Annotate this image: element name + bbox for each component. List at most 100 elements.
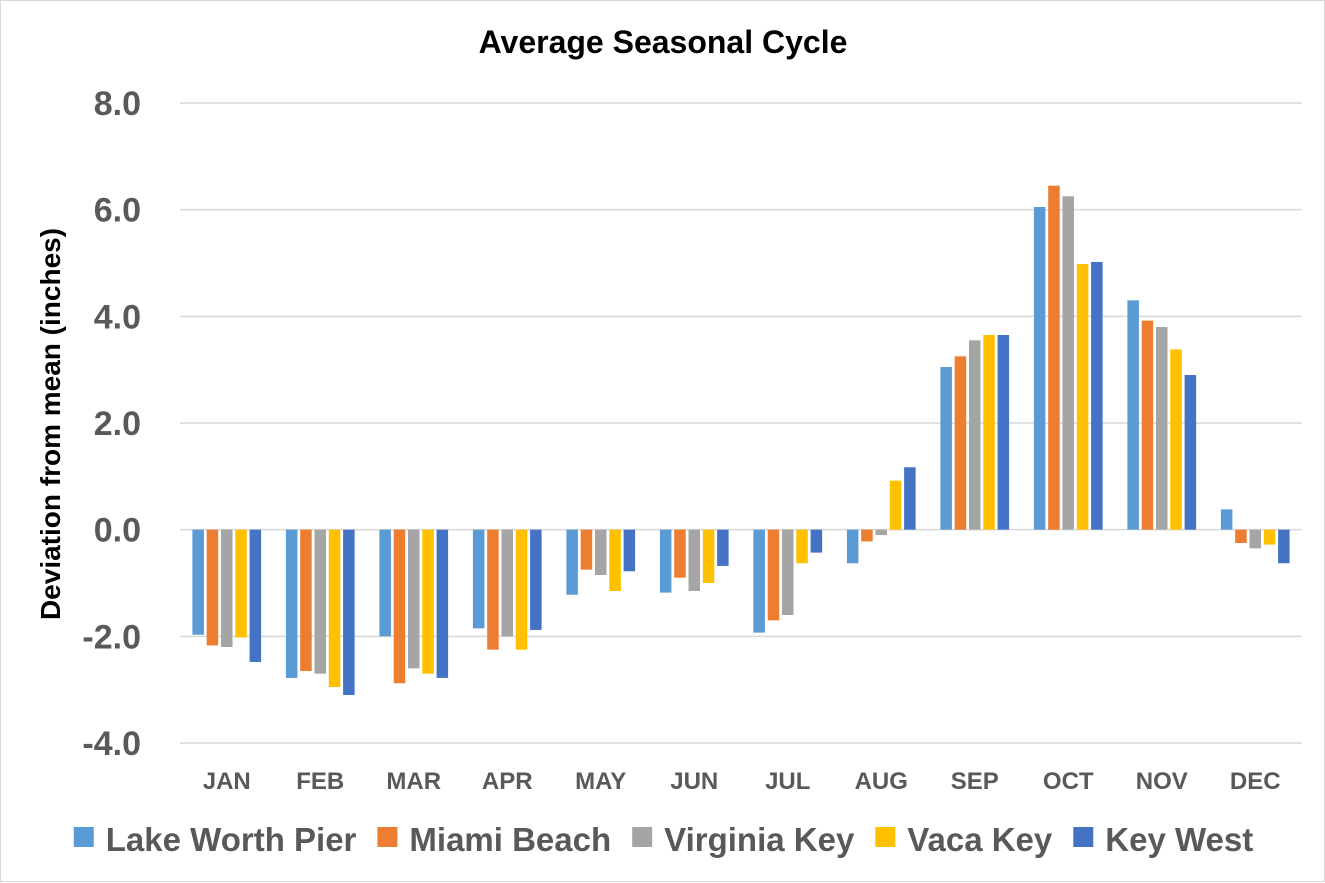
bar-dec-virginia-key — [1249, 529, 1261, 549]
bar-feb-lake-worth-pier — [285, 529, 298, 678]
x-tick-label: NOV — [1136, 768, 1188, 795]
bar-oct-vaca-key — [1076, 264, 1089, 530]
legend-swatch — [875, 827, 896, 847]
bar-feb-vaca-key — [328, 529, 341, 687]
bar-jul-key-west — [810, 529, 823, 553]
bar-oct-miami-beach — [1048, 185, 1060, 530]
bar-may-virginia-key — [595, 529, 607, 575]
bar-jan-miami-beach — [206, 529, 219, 646]
x-tick-label: SEP — [951, 768, 999, 795]
legend-label: Key West — [1105, 821, 1253, 858]
bar-nov-virginia-key — [1156, 327, 1168, 530]
x-tick-label: DEC — [1230, 768, 1281, 795]
bar-jul-virginia-key — [782, 529, 794, 615]
bar-may-lake-worth-pier — [566, 529, 578, 595]
bar-nov-key-west — [1184, 375, 1197, 530]
bar-may-vaca-key — [609, 529, 621, 591]
legend-item: Vaca Key — [875, 821, 1053, 858]
bar-jan-virginia-key — [221, 529, 233, 647]
bar-mar-virginia-key — [408, 529, 420, 669]
legend-swatch — [73, 827, 94, 847]
bar-feb-key-west — [343, 529, 355, 695]
bar-jul-lake-worth-pier — [753, 529, 765, 633]
x-tick-label: FEB — [296, 768, 344, 795]
bar-apr-lake-worth-pier — [472, 529, 485, 629]
chart-title: Average Seasonal Cycle — [479, 24, 848, 60]
legend-item: Key West — [1073, 821, 1253, 858]
bar-nov-vaca-key — [1170, 349, 1182, 530]
bar-jun-miami-beach — [674, 529, 686, 578]
bar-jun-virginia-key — [688, 529, 700, 591]
bar-jan-vaca-key — [235, 529, 247, 638]
bar-oct-key-west — [1091, 261, 1103, 530]
bar-jun-lake-worth-pier — [659, 529, 672, 593]
legend-label: Lake Worth Pier — [106, 821, 357, 858]
x-tick-label: AUG — [855, 768, 908, 795]
bar-feb-virginia-key — [314, 529, 326, 674]
legend-label: Virginia Key — [664, 821, 855, 858]
legend-label: Vaca Key — [907, 821, 1053, 858]
y-tick-label: -2.0 — [82, 618, 141, 656]
bar-may-key-west — [623, 529, 636, 572]
legend-item: Lake Worth Pier — [73, 821, 357, 858]
legend: Lake Worth Pier Miami Beach Virginia Key Va… — [73, 821, 1253, 858]
x-tick-label: JUL — [765, 768, 810, 795]
gridlines — [180, 102, 1302, 744]
bar-apr-miami-beach — [487, 529, 499, 650]
x-tick-label: MAR — [386, 768, 441, 795]
bar-jun-vaca-key — [702, 529, 715, 583]
bar-aug-virginia-key — [875, 529, 887, 535]
bar-jan-lake-worth-pier — [192, 529, 204, 635]
y-tick-label: 2.0 — [94, 405, 141, 443]
bar-nov-miami-beach — [1141, 320, 1154, 530]
bar-oct-lake-worth-pier — [1033, 207, 1046, 530]
bar-oct-virginia-key — [1062, 196, 1074, 530]
legend-swatch — [1073, 827, 1094, 847]
bar-aug-vaca-key — [889, 480, 902, 530]
legend-swatch — [377, 827, 398, 847]
bar-may-miami-beach — [580, 529, 593, 570]
bar-nov-lake-worth-pier — [1127, 300, 1139, 530]
x-tick-label: JUN — [670, 768, 718, 795]
legend-label: Miami Beach — [409, 821, 611, 858]
x-tick-label: MAY — [575, 768, 626, 795]
legend-item: Virginia Key — [632, 821, 855, 858]
bar-jan-key-west — [249, 529, 262, 662]
bar-sep-virginia-key — [969, 340, 981, 530]
x-tick-label: APR — [482, 768, 533, 795]
bar-aug-lake-worth-pier — [846, 529, 859, 564]
bar-dec-lake-worth-pier — [1220, 509, 1233, 530]
y-tick-label: 4.0 — [94, 298, 141, 336]
legend-item: Miami Beach — [377, 821, 611, 858]
bar-apr-key-west — [530, 529, 542, 630]
bar-dec-vaca-key — [1263, 529, 1276, 545]
x-tick-label: OCT — [1043, 768, 1094, 795]
y-tick-label: 8.0 — [94, 85, 141, 123]
bar-sep-miami-beach — [954, 356, 967, 530]
bar-apr-vaca-key — [515, 529, 528, 650]
legend-swatch — [632, 827, 653, 847]
bar-sep-key-west — [997, 335, 1010, 530]
bar-jul-vaca-key — [796, 529, 808, 564]
bar-aug-miami-beach — [861, 529, 873, 542]
bar-jun-key-west — [717, 529, 729, 566]
y-tick-label: -4.0 — [82, 725, 141, 763]
x-axis-ticks: JAN FEB MAR APR MAY JUN JUL AUG SEP OCT NOV DEC — [203, 768, 1281, 795]
y-tick-label: 0.0 — [94, 512, 141, 550]
bar-sep-vaca-key — [983, 335, 995, 530]
bar-dec-key-west — [1278, 529, 1290, 564]
bar-mar-key-west — [436, 529, 449, 678]
x-tick-label: JAN — [203, 768, 251, 795]
bars — [192, 185, 1290, 695]
bar-aug-key-west — [904, 467, 916, 530]
bar-mar-lake-worth-pier — [379, 529, 391, 637]
y-axis-label: Deviation from mean (inches) — [35, 228, 66, 620]
bar-apr-virginia-key — [501, 529, 513, 637]
bar-mar-vaca-key — [422, 529, 434, 674]
bar-feb-miami-beach — [300, 529, 312, 671]
y-tick-label: 6.0 — [94, 192, 141, 230]
y-axis-ticks: 8.0 6.0 4.0 2.0 0.0 -2.0 -4.0 — [82, 85, 141, 763]
bar-jul-miami-beach — [767, 529, 780, 621]
